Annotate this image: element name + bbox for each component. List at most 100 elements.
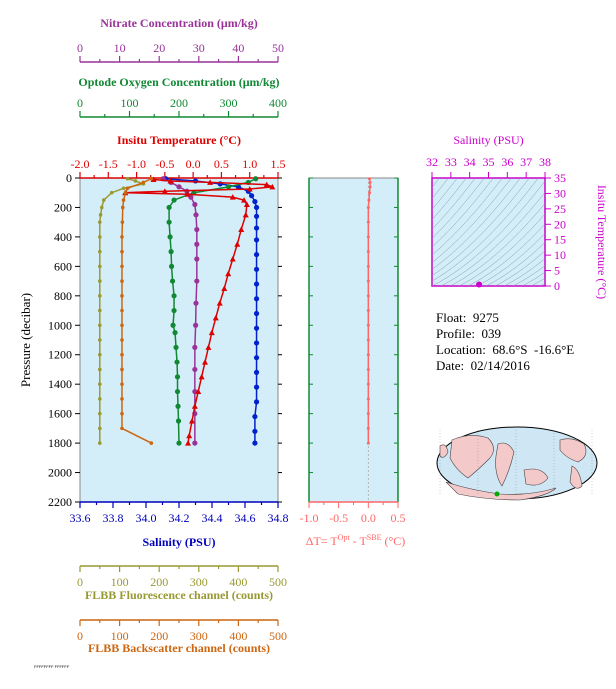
density-contour-line (432, 178, 476, 230)
backscatter-data-point (120, 264, 124, 269)
float-location-marker (494, 491, 500, 497)
backscatter-data-point (120, 367, 124, 372)
y-tick-label: 1400 (48, 377, 72, 391)
y-tick-label: 200 (54, 200, 72, 214)
nitrate-data-point (193, 212, 199, 218)
temperature-data-point (243, 201, 250, 208)
temperature-data-point (269, 183, 276, 190)
oxygen-profile-line (168, 178, 257, 444)
temperature-data-point (205, 344, 212, 350)
oxygen-data-point (171, 307, 177, 314)
y-tick-label: 2200 (48, 495, 72, 509)
temperature-data-point (238, 226, 245, 233)
fluorescence-data-point (98, 220, 102, 224)
salinity-tick-label: 34.6 (235, 511, 256, 525)
temperature-data-point (198, 373, 205, 380)
salinity-data-point (253, 281, 260, 287)
temperature-data-point (225, 270, 232, 277)
dt-data-point (368, 177, 372, 181)
density-contour-line (432, 178, 494, 248)
backscatter-tick-label: 300 (190, 629, 208, 643)
temperature-axis-title: Insitu Temperature (°C) (117, 133, 241, 147)
oxygen-data-point (166, 204, 172, 211)
salinity-data-point (253, 213, 260, 219)
salinity-data-point (253, 369, 260, 375)
nitrate-data-point (192, 201, 198, 208)
temperature-tick-label: 1.0 (242, 157, 257, 171)
temperature-data-point (161, 188, 168, 194)
nitrate-axis-title: Nitrate Concentration (μm/kg) (100, 16, 257, 30)
backscatter-tick-label: 0 (77, 629, 83, 643)
temperature-data-point (186, 432, 193, 439)
y-tick-label: 1000 (48, 318, 72, 332)
dt-data-point (366, 250, 370, 254)
backscatter-data-point (120, 308, 124, 313)
dt-data-point (368, 185, 372, 189)
temperature-data-point (207, 179, 214, 185)
salinity-data-point (253, 204, 260, 211)
salinity-data-point (253, 340, 260, 346)
nitrate-data-point (194, 226, 200, 233)
fluorescence-data-point (98, 249, 102, 254)
density-contour-line (432, 178, 539, 282)
ts-data-point (476, 281, 483, 288)
fluorescence-data-point (98, 323, 102, 328)
dt-data-point (366, 353, 370, 357)
y-tick-label: 600 (54, 259, 72, 273)
y-tick-label: 1600 (48, 407, 72, 421)
nitrate-data-point (192, 344, 198, 350)
temperature-data-point (246, 186, 253, 192)
dt-data-point (366, 294, 370, 298)
map-landmass (569, 465, 583, 489)
y-tick-label: 800 (54, 289, 72, 303)
oxygen-data-point (166, 219, 172, 225)
oxygen-data-point (168, 263, 175, 269)
y-tick-label: 1800 (48, 436, 72, 450)
salinity-data-point (252, 413, 258, 420)
temperature-tick-label: -1.5 (99, 157, 118, 171)
salinity-tick-label: 33.8 (103, 511, 124, 525)
salinity-data-point (253, 399, 260, 405)
fluorescence-data-point (133, 179, 138, 183)
dt-data-point (366, 338, 370, 342)
fluorescence-tick-label: 500 (269, 575, 287, 589)
temperature-data-point (189, 418, 196, 424)
backscatter-tick-label: 100 (111, 629, 129, 643)
ts-y-tick-label: 20 (554, 217, 566, 231)
fluorescence-data-point (98, 308, 102, 313)
oxygen-data-point (174, 388, 181, 395)
nitrate-tick-label: 0 (77, 41, 83, 55)
oxygen-tick-label: 200 (170, 96, 188, 110)
salinity-axis-title: Salinity (PSU) (142, 535, 215, 549)
temperature-data-point (191, 403, 198, 409)
dt-data-point (366, 382, 370, 386)
ts-y-tick-label: 25 (554, 202, 566, 216)
nitrate-data-point (193, 322, 199, 328)
oxygen-tick-label: 100 (121, 96, 139, 110)
backscatter-tick-label: 200 (150, 629, 168, 643)
temperature-tick-label: 1.5 (271, 157, 286, 171)
backscatter-data-point (120, 294, 124, 298)
temperature-data-point (241, 197, 248, 203)
temperature-tick-label: -1.0 (127, 157, 146, 171)
salinity-data-point (253, 251, 260, 258)
fluorescence-data-point (98, 235, 102, 239)
fluorescence-data-point (98, 441, 102, 445)
fluorescence-data-point (98, 213, 103, 217)
density-contour-line (467, 223, 545, 286)
fluorescence-data-point (99, 205, 104, 210)
fluorescence-data-point (109, 190, 114, 195)
oxygen-data-point (170, 322, 176, 328)
temperature-data-point (202, 359, 209, 365)
oxygen-data-point (175, 418, 182, 424)
backscatter-data-point (149, 441, 154, 445)
backscatter-data-point (123, 190, 128, 195)
oxygen-data-point (169, 278, 176, 284)
dt-data-point (366, 412, 370, 416)
fluorescence-tick-label: 300 (190, 575, 208, 589)
dt-data-point (367, 198, 371, 202)
backscatter-data-point (120, 220, 125, 224)
temperature-data-point (184, 191, 191, 197)
dt-data-point (366, 397, 370, 401)
salinity-data-point (253, 237, 260, 243)
